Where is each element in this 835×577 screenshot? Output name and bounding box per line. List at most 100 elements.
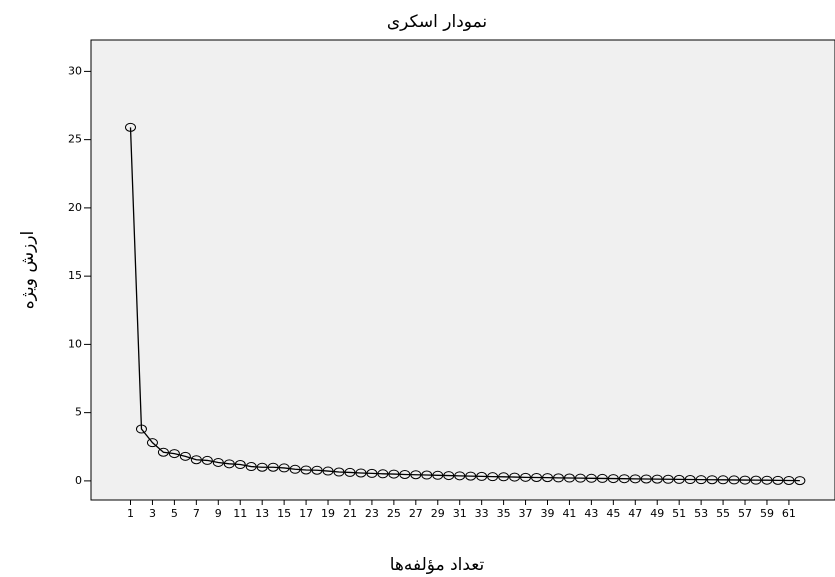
x-tick-label: 17	[299, 507, 313, 520]
x-tick-label: 33	[475, 507, 489, 520]
point	[245, 462, 257, 472]
point	[432, 470, 444, 480]
point	[201, 455, 213, 465]
point	[487, 472, 499, 482]
point	[476, 471, 488, 481]
point	[146, 438, 158, 448]
x-tick-label: 15	[277, 507, 291, 520]
plot-area	[90, 39, 835, 501]
x-tick-label: 37	[519, 507, 533, 520]
point	[520, 472, 532, 482]
point	[585, 473, 597, 483]
point	[267, 462, 279, 472]
point	[772, 475, 784, 485]
x-tick-label: 51	[672, 507, 686, 520]
y-tick-label: 10	[68, 337, 82, 350]
point	[278, 463, 290, 473]
y-axis-label: ارزش ویژه	[18, 231, 38, 310]
point	[300, 465, 312, 475]
point	[552, 473, 564, 483]
x-tick-label: 3	[149, 507, 156, 520]
point	[135, 424, 147, 434]
point	[684, 475, 696, 485]
x-tick-label: 23	[365, 507, 379, 520]
x-axis-label: تعداد مؤلفه‌ها	[390, 555, 485, 575]
y-tick-label: 25	[68, 133, 82, 146]
x-tick-label: 35	[497, 507, 511, 520]
point	[190, 455, 202, 465]
point	[322, 466, 334, 476]
point	[355, 468, 367, 478]
x-tick-label: 19	[321, 507, 335, 520]
point	[498, 472, 510, 482]
point	[157, 447, 169, 457]
point	[443, 471, 455, 481]
point	[333, 467, 345, 477]
x-tick-label: 13	[255, 507, 269, 520]
point	[794, 476, 806, 486]
point	[618, 474, 630, 484]
point	[234, 460, 246, 470]
x-tick-label: 41	[562, 507, 576, 520]
point	[673, 474, 685, 484]
point	[125, 122, 137, 132]
x-tick-label: 21	[343, 507, 357, 520]
point	[509, 472, 521, 482]
point	[344, 467, 356, 477]
point	[223, 459, 235, 469]
point	[465, 471, 477, 481]
x-tick-label: 49	[650, 507, 664, 520]
x-tick-label: 25	[387, 507, 401, 520]
point	[410, 470, 422, 480]
point	[629, 474, 641, 484]
point	[256, 462, 268, 472]
point	[366, 468, 378, 478]
x-tick-label: 45	[606, 507, 620, 520]
x-tick-label: 11	[233, 507, 247, 520]
point	[607, 474, 619, 484]
x-tick-label: 59	[760, 507, 774, 520]
point	[717, 475, 729, 485]
chart-title: نمودار اسکری	[387, 12, 487, 32]
x-tick-label: 31	[453, 507, 467, 520]
y-tick-label: 20	[68, 201, 82, 214]
point	[640, 474, 652, 484]
point	[541, 473, 553, 483]
x-tick-label: 1	[127, 507, 134, 520]
point	[695, 475, 707, 485]
point	[750, 475, 762, 485]
point	[179, 451, 191, 461]
point	[563, 473, 575, 483]
x-tick-label: 53	[694, 507, 708, 520]
point	[574, 473, 586, 483]
point	[311, 465, 323, 475]
x-tick-label: 61	[782, 507, 796, 520]
y-tick-label: 5	[75, 406, 82, 419]
point	[728, 475, 740, 485]
point	[168, 449, 180, 459]
point	[399, 469, 411, 479]
point	[783, 475, 795, 485]
point	[454, 471, 466, 481]
point	[289, 464, 301, 474]
y-tick-label: 0	[75, 474, 82, 487]
point	[596, 473, 608, 483]
point	[388, 469, 400, 479]
x-tick-label: 27	[409, 507, 423, 520]
x-tick-label: 39	[540, 507, 554, 520]
point	[377, 469, 389, 479]
x-tick-label: 55	[716, 507, 730, 520]
x-tick-label: 7	[193, 507, 200, 520]
point	[706, 475, 718, 485]
point	[739, 475, 751, 485]
x-tick-label: 47	[628, 507, 642, 520]
x-tick-label: 9	[215, 507, 222, 520]
x-tick-label: 29	[431, 507, 445, 520]
y-tick-label: 15	[68, 269, 82, 282]
point	[212, 457, 224, 467]
point	[531, 472, 543, 482]
y-tick-label: 30	[68, 64, 82, 77]
x-tick-label: 57	[738, 507, 752, 520]
point	[761, 475, 773, 485]
